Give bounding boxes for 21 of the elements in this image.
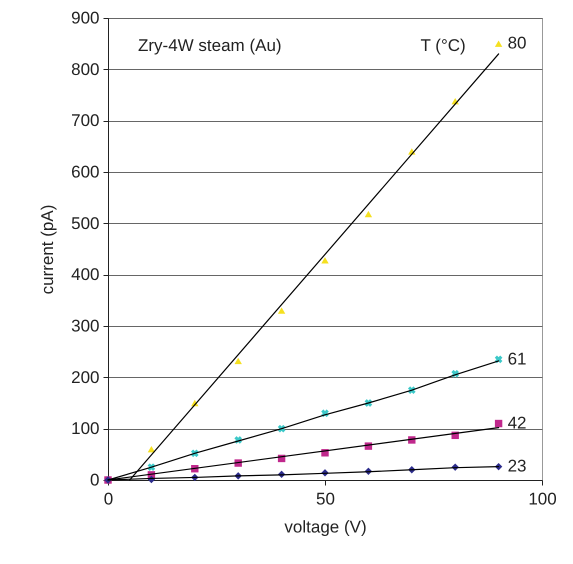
y-tick-label: 800: [71, 60, 100, 79]
series-label: 61: [508, 349, 527, 368]
y-tick-label: 100: [71, 419, 100, 438]
y-tick-label: 300: [71, 316, 100, 336]
y-tick-label: 700: [71, 111, 100, 130]
series-label: 42: [508, 414, 527, 433]
x-tick-label: 50: [316, 490, 335, 508]
annotation: T (°C): [420, 36, 466, 55]
y-axis-title: current (pA): [38, 204, 58, 294]
x-tick-label: 0: [104, 490, 114, 508]
y-tick-label: 0: [90, 470, 100, 490]
x-tick-label: 100: [528, 490, 557, 508]
x-axis-title: voltage (V): [284, 518, 367, 536]
annotation: Zry-4W steam (Au): [138, 36, 282, 55]
y-tick-label: 200: [71, 368, 100, 387]
series-label: 80: [508, 34, 527, 53]
y-tick-label: 600: [71, 162, 100, 182]
y-tick-label: 900: [71, 8, 100, 28]
y-tick-label: 400: [71, 265, 100, 284]
series-label: 23: [508, 456, 527, 476]
y-tick-label: 500: [71, 214, 100, 233]
